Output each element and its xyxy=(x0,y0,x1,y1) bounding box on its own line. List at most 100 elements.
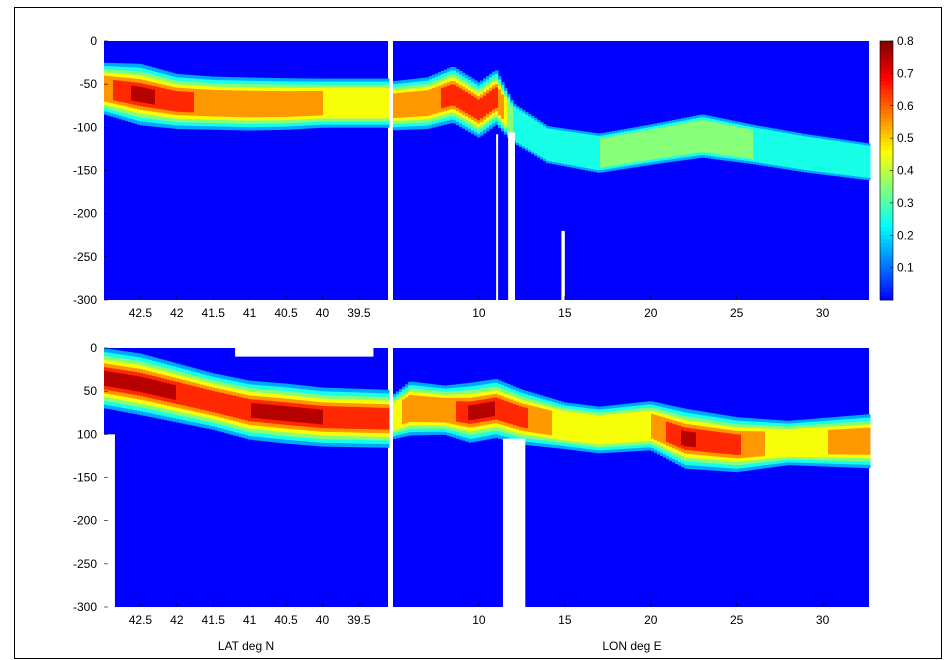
lon-band-cell xyxy=(645,410,649,442)
lon-band-cell xyxy=(834,140,838,174)
lon-band-cell xyxy=(789,133,793,168)
lat-band-cell xyxy=(188,385,192,407)
lon-band-cell xyxy=(591,135,595,170)
lon-band-cell xyxy=(660,127,664,159)
lon-band-cell xyxy=(594,135,598,170)
lon-band-cell xyxy=(552,129,556,162)
lon-band-cell xyxy=(621,413,625,443)
lat-band-cell xyxy=(344,406,348,429)
lat-band-cell xyxy=(380,87,384,119)
lon-band-cell xyxy=(768,130,772,165)
lat-band-cell xyxy=(341,406,345,429)
lon-band-cell xyxy=(690,121,694,154)
colorbar-step xyxy=(880,81,893,86)
lon-band-cell xyxy=(468,93,472,115)
lon-band-cell xyxy=(573,412,577,442)
lon-band-cell xyxy=(825,139,829,173)
lon-band-cell xyxy=(453,397,457,425)
lon-band-cell xyxy=(750,431,754,458)
colorbar-step xyxy=(880,174,893,179)
lat-band-cell xyxy=(116,80,120,102)
lon-band-cell xyxy=(531,405,535,433)
lon-band-cell xyxy=(831,429,835,455)
lat-band-cell xyxy=(323,406,327,429)
y-tick-label: 50 xyxy=(84,384,98,398)
lat-band-cell xyxy=(353,406,357,429)
lon-band-cell xyxy=(765,129,769,164)
bottom-lon-axis: 10 15 20 25 30 xyxy=(472,603,830,627)
colorbar-step xyxy=(880,97,893,103)
lat-tick-label: 42 xyxy=(170,306,184,320)
lon-band-cell xyxy=(771,428,775,459)
colorbar-step xyxy=(880,219,893,224)
lat-band-cell xyxy=(116,372,120,389)
lon-band-cell xyxy=(414,91,418,117)
lon-band-cell xyxy=(669,125,673,157)
lon-band-cell xyxy=(543,126,547,159)
colorbar-tick-label: 0.8 xyxy=(897,34,914,48)
lon-band-cell xyxy=(399,398,403,429)
lon-band-cell xyxy=(654,128,658,160)
lon-band-cell xyxy=(483,95,487,117)
lat-band-cell xyxy=(128,81,132,104)
lon-band-cell xyxy=(843,429,847,455)
colorbar-step xyxy=(880,235,893,240)
lon-tick-label: 25 xyxy=(730,306,744,320)
lon-band-cell xyxy=(705,430,709,453)
colorbar-step xyxy=(880,162,893,167)
lon-band-cell xyxy=(564,411,568,441)
lon-band-cell xyxy=(507,401,511,424)
lon-band-cell xyxy=(537,122,541,156)
lat-band-cell xyxy=(374,407,378,430)
lon-band-cell xyxy=(804,428,808,458)
lon-tick-label: 10 xyxy=(472,613,486,627)
lat-band-cell xyxy=(305,90,309,117)
lon-band-cell xyxy=(576,412,580,442)
lon-band-cell xyxy=(420,395,424,423)
lon-band-cell xyxy=(642,411,646,442)
lat-band-cell xyxy=(248,399,252,422)
missing-data-region xyxy=(104,434,115,607)
lon-band-cell xyxy=(534,406,538,433)
lat-band-cell xyxy=(386,407,390,430)
lat-band-cell xyxy=(254,90,258,118)
lon-band-cell xyxy=(531,118,535,152)
lat-band-cell xyxy=(251,90,255,118)
colorbar-step xyxy=(880,182,893,188)
lon-band-cell xyxy=(441,87,445,109)
lat-band-cell xyxy=(230,90,234,117)
lat-band-cell xyxy=(314,90,318,116)
lon-band-cell xyxy=(546,128,550,161)
lon-band-cell xyxy=(432,396,436,423)
lon-band-cell xyxy=(819,427,823,458)
colorbar-step xyxy=(880,223,893,228)
lon-band-cell xyxy=(453,84,457,106)
lat-band-cell xyxy=(308,408,312,424)
lon-band-cell xyxy=(492,401,496,417)
lon-band-cell xyxy=(606,414,610,445)
lon-band-cell xyxy=(804,136,808,171)
colorbar-step xyxy=(880,73,893,78)
lat-band-cell xyxy=(179,91,183,112)
lat-band-cell xyxy=(242,397,246,420)
lon-band-cell xyxy=(663,417,667,445)
lon-band-cell xyxy=(726,433,730,455)
colorbar-step xyxy=(880,77,893,82)
lon-band-cell xyxy=(783,429,787,458)
lat-band-cell xyxy=(275,91,279,118)
colorbar-step xyxy=(880,239,893,244)
lat-band-cell xyxy=(104,75,108,102)
lat-band-cell xyxy=(230,395,234,417)
lon-band-cell xyxy=(696,429,700,452)
lon-band-cell xyxy=(528,405,532,432)
lat-band-cell xyxy=(104,370,108,386)
lat-band-cell xyxy=(302,91,306,117)
lon-tick-label: 30 xyxy=(816,306,830,320)
colorbar-tick-label: 0.6 xyxy=(897,99,914,113)
colorbar-step xyxy=(880,45,893,50)
lon-band-cell xyxy=(450,84,454,106)
lat-band-cell xyxy=(125,374,129,390)
colorbar-tick-label: 0.1 xyxy=(897,261,914,275)
lat-band-cell xyxy=(221,90,225,117)
colorbar-step xyxy=(880,125,893,131)
